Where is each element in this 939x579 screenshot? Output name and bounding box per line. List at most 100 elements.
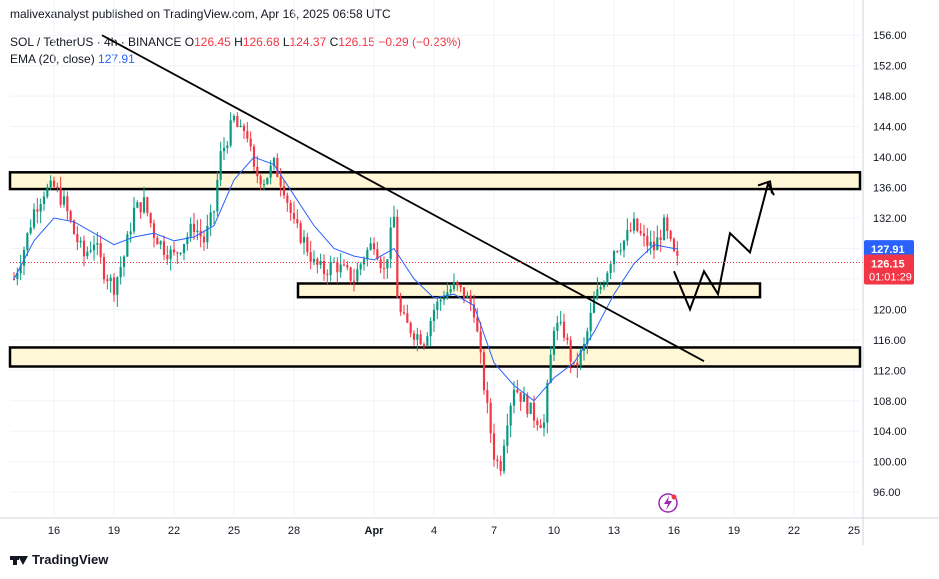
candle-body	[516, 389, 519, 393]
candle-body	[86, 251, 89, 257]
change-value: −0.29 (−0.23%)	[378, 35, 462, 49]
candle-body	[662, 217, 666, 241]
candle-body	[482, 352, 486, 391]
tradingview-logo[interactable]: TradingView	[10, 552, 108, 567]
candle-body	[139, 202, 142, 213]
candle-body	[569, 339, 572, 362]
candle-body	[69, 211, 72, 221]
low-label: L	[282, 35, 290, 49]
candle-body	[172, 249, 176, 253]
projection-path	[673, 180, 775, 313]
y-tick-label: 132.00	[873, 213, 907, 225]
candle-body	[72, 220, 76, 235]
candle-body	[246, 131, 249, 139]
candle-body	[79, 240, 82, 243]
candle-body	[219, 151, 222, 180]
candle-body	[536, 420, 539, 425]
candle-body	[562, 321, 566, 338]
candle-layer	[12, 112, 679, 476]
high-label: H	[234, 35, 243, 49]
x-tick-label: 22	[788, 525, 800, 537]
publisher-header: malivexanalyst published on TradingView.…	[10, 7, 391, 21]
candle-body	[269, 165, 272, 178]
candle-body	[529, 402, 532, 414]
y-tick-label: 152.00	[873, 61, 907, 73]
candle-body	[599, 287, 602, 290]
close-value: 126.15	[338, 35, 375, 49]
candle-body	[142, 197, 146, 213]
bolt-icon[interactable]	[658, 493, 678, 513]
candle-body	[466, 295, 469, 298]
candle-body	[509, 405, 512, 426]
candle-body	[106, 279, 109, 282]
zone-layer	[8, 171, 862, 368]
candle-body	[556, 322, 559, 331]
candle-body	[432, 310, 436, 322]
candle-body	[602, 284, 606, 288]
candle-body	[46, 187, 49, 197]
candle-body	[622, 240, 626, 251]
candle-body	[119, 266, 122, 278]
candle-body	[202, 236, 206, 243]
candle-body	[232, 116, 236, 121]
x-tick-label: 25	[228, 525, 240, 537]
candle-body	[259, 176, 262, 185]
y-tick-label: 100.00	[873, 457, 907, 469]
ema-label[interactable]: EMA (20, close)	[10, 52, 95, 66]
x-tick-label: 16	[48, 525, 60, 537]
y-tick-label: 108.00	[873, 396, 907, 408]
candle-body	[532, 402, 536, 421]
candle-body	[356, 269, 359, 282]
symbol-label[interactable]: SOL / TetherUS · 4h · BINANCE	[10, 35, 182, 49]
candle-body	[82, 240, 86, 257]
candle-body	[592, 298, 596, 313]
candle-body	[112, 277, 116, 295]
ema-value: 127.91	[98, 52, 135, 66]
candle-body	[162, 241, 166, 256]
candle-body	[469, 295, 472, 305]
candle-body	[159, 241, 162, 245]
candle-body	[652, 241, 656, 251]
candle-body	[559, 321, 562, 323]
candle-body	[549, 354, 552, 384]
close-label: C	[329, 35, 339, 49]
candle-body	[179, 252, 182, 254]
candle-body	[289, 202, 292, 214]
candle-body	[346, 265, 349, 268]
candle-body	[196, 230, 199, 232]
candle-body	[322, 261, 326, 275]
candle-body	[52, 180, 56, 187]
candle-body	[29, 227, 32, 234]
ema-badge	[864, 240, 914, 258]
candle-body	[186, 236, 189, 245]
candle-body	[36, 209, 39, 212]
candle-body	[272, 157, 276, 166]
candle-body	[392, 216, 396, 228]
price-badges: 127.91 126.15 01:01:29	[864, 240, 914, 285]
candle-body	[209, 212, 212, 226]
x-tick-label: 13	[608, 525, 620, 537]
y-tick-label: 112.00	[873, 365, 906, 377]
candle-body	[249, 138, 252, 147]
candle-body	[629, 230, 632, 232]
candle-body	[96, 243, 99, 245]
candle-body	[402, 312, 406, 314]
candle-body	[589, 312, 592, 332]
open-label: O	[184, 35, 195, 49]
y-tick-label: 96.00	[873, 487, 901, 499]
candle-body	[349, 267, 352, 281]
candle-body	[499, 461, 502, 472]
candle-body	[552, 330, 556, 355]
candle-body	[542, 422, 546, 428]
candle-body	[649, 241, 652, 246]
x-tick-label: 4	[431, 525, 437, 537]
last-price-badge	[864, 254, 914, 285]
candle-body	[496, 459, 499, 462]
open-value: 126.45	[194, 35, 231, 49]
candle-body	[309, 252, 312, 262]
candle-body	[406, 313, 409, 323]
y-tick-label: 120.00	[873, 304, 907, 316]
candle-body	[12, 278, 16, 280]
candle-body	[462, 287, 466, 298]
